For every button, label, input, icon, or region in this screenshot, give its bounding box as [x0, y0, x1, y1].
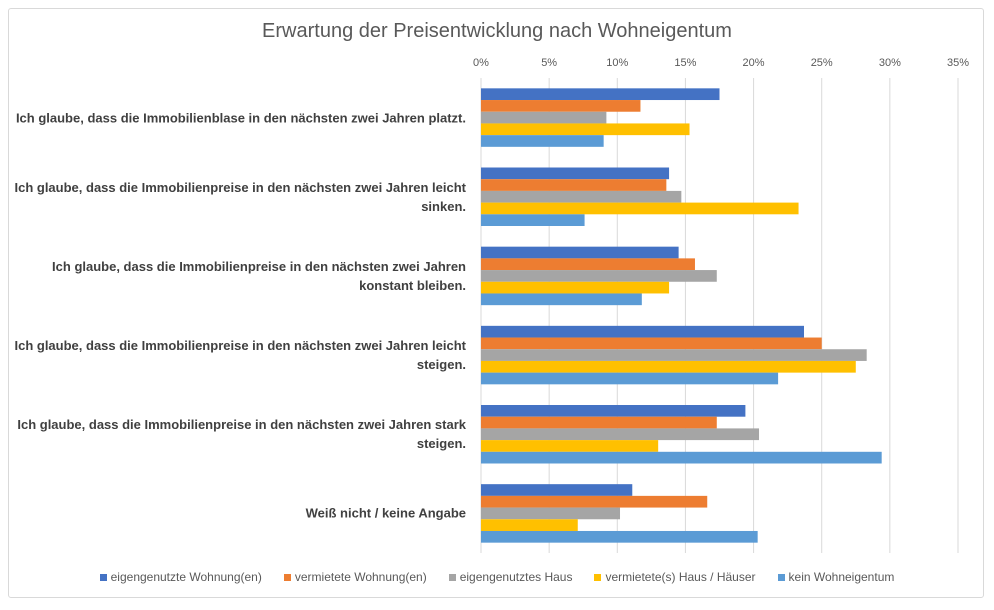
- x-tick-label: 35%: [947, 57, 969, 69]
- category-label: Ich glaube, dass die Immobilienblase in …: [15, 110, 466, 126]
- legend-label: vermietete Wohnung(en): [294, 570, 427, 584]
- bar: [481, 214, 585, 226]
- legend-item: eigengenutztes Haus: [448, 570, 573, 584]
- bar: [481, 451, 882, 464]
- legend-swatch: [283, 573, 291, 581]
- bar: [481, 246, 679, 259]
- chart-area: [8, 8, 984, 598]
- bar: [481, 100, 641, 112]
- bar: [481, 405, 746, 417]
- bar: [481, 179, 667, 191]
- bar: [481, 190, 682, 203]
- x-tick-label: 0%: [473, 57, 489, 69]
- bar: [481, 428, 760, 441]
- bar: [481, 258, 695, 271]
- bar: [481, 111, 607, 124]
- bar: [481, 440, 659, 452]
- x-tick-label: 15%: [674, 57, 696, 69]
- bar: [481, 519, 578, 531]
- bar: [481, 337, 822, 350]
- bar: [481, 167, 670, 180]
- bar: [481, 484, 633, 496]
- bar: [481, 360, 856, 373]
- bar: [481, 349, 867, 361]
- category-label: Ich glaube, dass die Immobilienpreise in…: [17, 417, 466, 452]
- x-tick-label: 5%: [541, 57, 557, 69]
- bar: [481, 270, 717, 282]
- bar: [481, 135, 604, 147]
- x-tick-label: 10%: [606, 57, 628, 69]
- legend-swatch: [448, 573, 456, 581]
- x-tick-label: 20%: [743, 57, 765, 69]
- category-label: Ich glaube, dass die Immobilienpreise in…: [14, 338, 466, 373]
- bar: [481, 507, 621, 520]
- legend-swatch: [594, 573, 602, 581]
- legend-item: eigengenutzte Wohnung(en): [99, 570, 262, 584]
- legend-label: eigengenutzte Wohnung(en): [110, 570, 262, 584]
- legend-item: vermietete(s) Haus / Häuser: [594, 570, 756, 584]
- x-tick-label: 25%: [811, 57, 833, 69]
- legend-label: eigengenutztes Haus: [459, 570, 573, 584]
- legend-label: kein Wohneigentum: [788, 570, 895, 584]
- bar: [481, 293, 642, 306]
- bar: [481, 530, 758, 543]
- category-label: Ich glaube, dass die Immobilienpreise in…: [52, 258, 466, 293]
- bar: [481, 325, 804, 338]
- legend-label: vermietete(s) Haus / Häuser: [605, 570, 756, 584]
- bar: [481, 372, 779, 385]
- category-label: Ich glaube, dass die Immobilienpreise in…: [14, 179, 466, 214]
- legend-swatch: [777, 573, 785, 581]
- bar: [481, 281, 670, 294]
- bar: [481, 416, 717, 429]
- legend: eigengenutzte Wohnung(en) vermietete Wohn…: [0, 570, 994, 584]
- bar: [481, 123, 690, 136]
- x-tick-label: 30%: [879, 57, 901, 69]
- chart-title: Erwartung der Preisentwicklung nach Wohn…: [262, 20, 732, 42]
- legend-item: vermietete Wohnung(en): [283, 570, 427, 584]
- bar: [481, 495, 708, 508]
- bar: [481, 202, 799, 215]
- category-label: Weiß nicht / keine Angabe: [305, 505, 466, 521]
- bar: [481, 88, 720, 101]
- legend-item: kein Wohneigentum: [777, 570, 895, 584]
- legend-swatch: [99, 573, 107, 581]
